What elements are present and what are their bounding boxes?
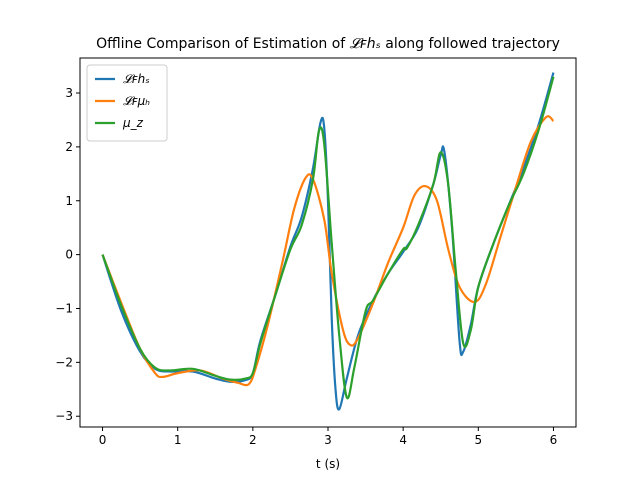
series-lines [101, 72, 555, 411]
y-tick-label: −3 [55, 409, 73, 423]
x-axis-label: t (s) [316, 457, 340, 471]
legend-label: 𝓛ꜰhₛ [123, 72, 150, 86]
legend-label: μ_z [122, 116, 144, 130]
legend: 𝓛ꜰhₛ 𝓛ꜰμₕ μ_z [86, 64, 168, 142]
y-tick-label: 1 [65, 194, 73, 208]
y-tick-label: −2 [55, 355, 73, 369]
y-tick-label: 2 [65, 140, 73, 154]
tick-group: 0 1 2 3 4 5 6 −3 −2 −1 0 1 2 3 [55, 86, 557, 447]
x-tick-label: 4 [399, 433, 407, 447]
y-tick-label: −1 [55, 301, 73, 315]
x-tick-label: 2 [249, 433, 257, 447]
series-line-2 [101, 76, 555, 400]
series-line-1 [101, 115, 555, 387]
x-tick-label: 0 [99, 433, 107, 447]
y-tick-label: 0 [65, 248, 73, 262]
chart-title: Offline Comparison of Estimation of 𝓛ꜰhₛ… [96, 36, 560, 52]
y-tick-label: 3 [65, 86, 73, 100]
x-tick-label: 6 [550, 433, 558, 447]
x-tick-label: 1 [174, 433, 182, 447]
legend-label: 𝓛ꜰμₕ [123, 94, 150, 108]
x-tick-label: 3 [324, 433, 332, 447]
x-tick-label: 5 [474, 433, 482, 447]
